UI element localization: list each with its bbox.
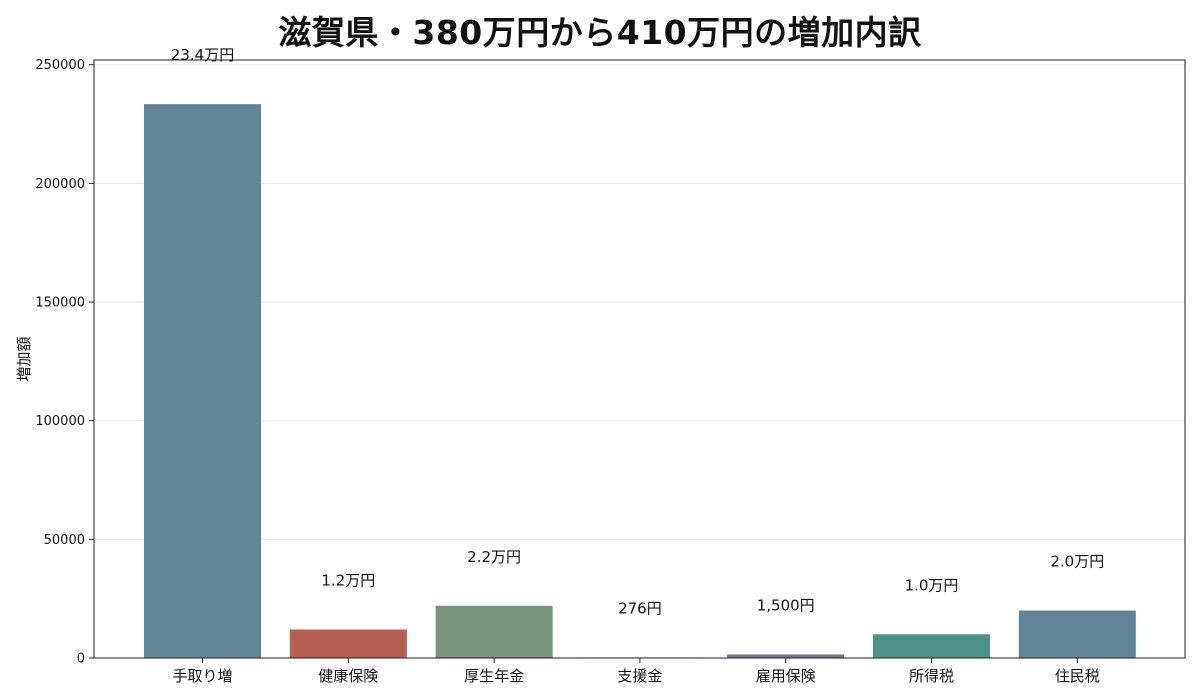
bar-value-label: 1,500円: [757, 596, 815, 614]
bar: [289, 629, 407, 658]
y-tick-label: 50000: [44, 533, 85, 548]
y-tick-label: 200000: [35, 177, 85, 192]
bar: [435, 605, 553, 658]
y-tick-label: 150000: [35, 296, 85, 311]
y-tick-label: 250000: [35, 58, 85, 73]
x-tick-label: 所得税: [909, 667, 954, 685]
x-tick-label: 支援金: [617, 667, 662, 685]
bar: [144, 104, 261, 659]
bar-value-label: 2.2万円: [467, 548, 521, 566]
x-tick-label: 雇用保険: [756, 667, 816, 685]
bars: [144, 104, 1136, 659]
bar-value-label: 1.2万円: [321, 572, 375, 590]
bar-value-label: 276円: [618, 599, 662, 617]
bar-value-label: 1.0万円: [905, 576, 959, 594]
bar: [727, 654, 845, 658]
x-tick-label: 厚生年金: [464, 667, 524, 685]
y-tick-label: 100000: [35, 414, 85, 429]
bar: [1018, 610, 1136, 658]
y-axis-label: 増加額: [15, 336, 33, 381]
gridlines: [94, 64, 1185, 540]
x-tick-label: 健康保険: [318, 667, 378, 685]
chart-title: 滋賀県・380万円から410万円の増加内訳: [278, 13, 922, 52]
y-axis: 0 50000 100000 150000 200000 250000: [35, 58, 94, 667]
bar: [873, 634, 990, 658]
x-axis: 手取り増 健康保険 厚生年金 支援金 雇用保険 所得税 住民税: [172, 658, 1100, 685]
bar-value-label: 23.4万円: [171, 46, 234, 64]
plot-area: [94, 60, 1185, 658]
bar-value-label: 2.0万円: [1050, 553, 1104, 571]
x-tick-label: 住民税: [1055, 667, 1100, 685]
x-tick-label: 手取り増: [172, 667, 232, 685]
y-tick-label: 0: [77, 652, 85, 667]
